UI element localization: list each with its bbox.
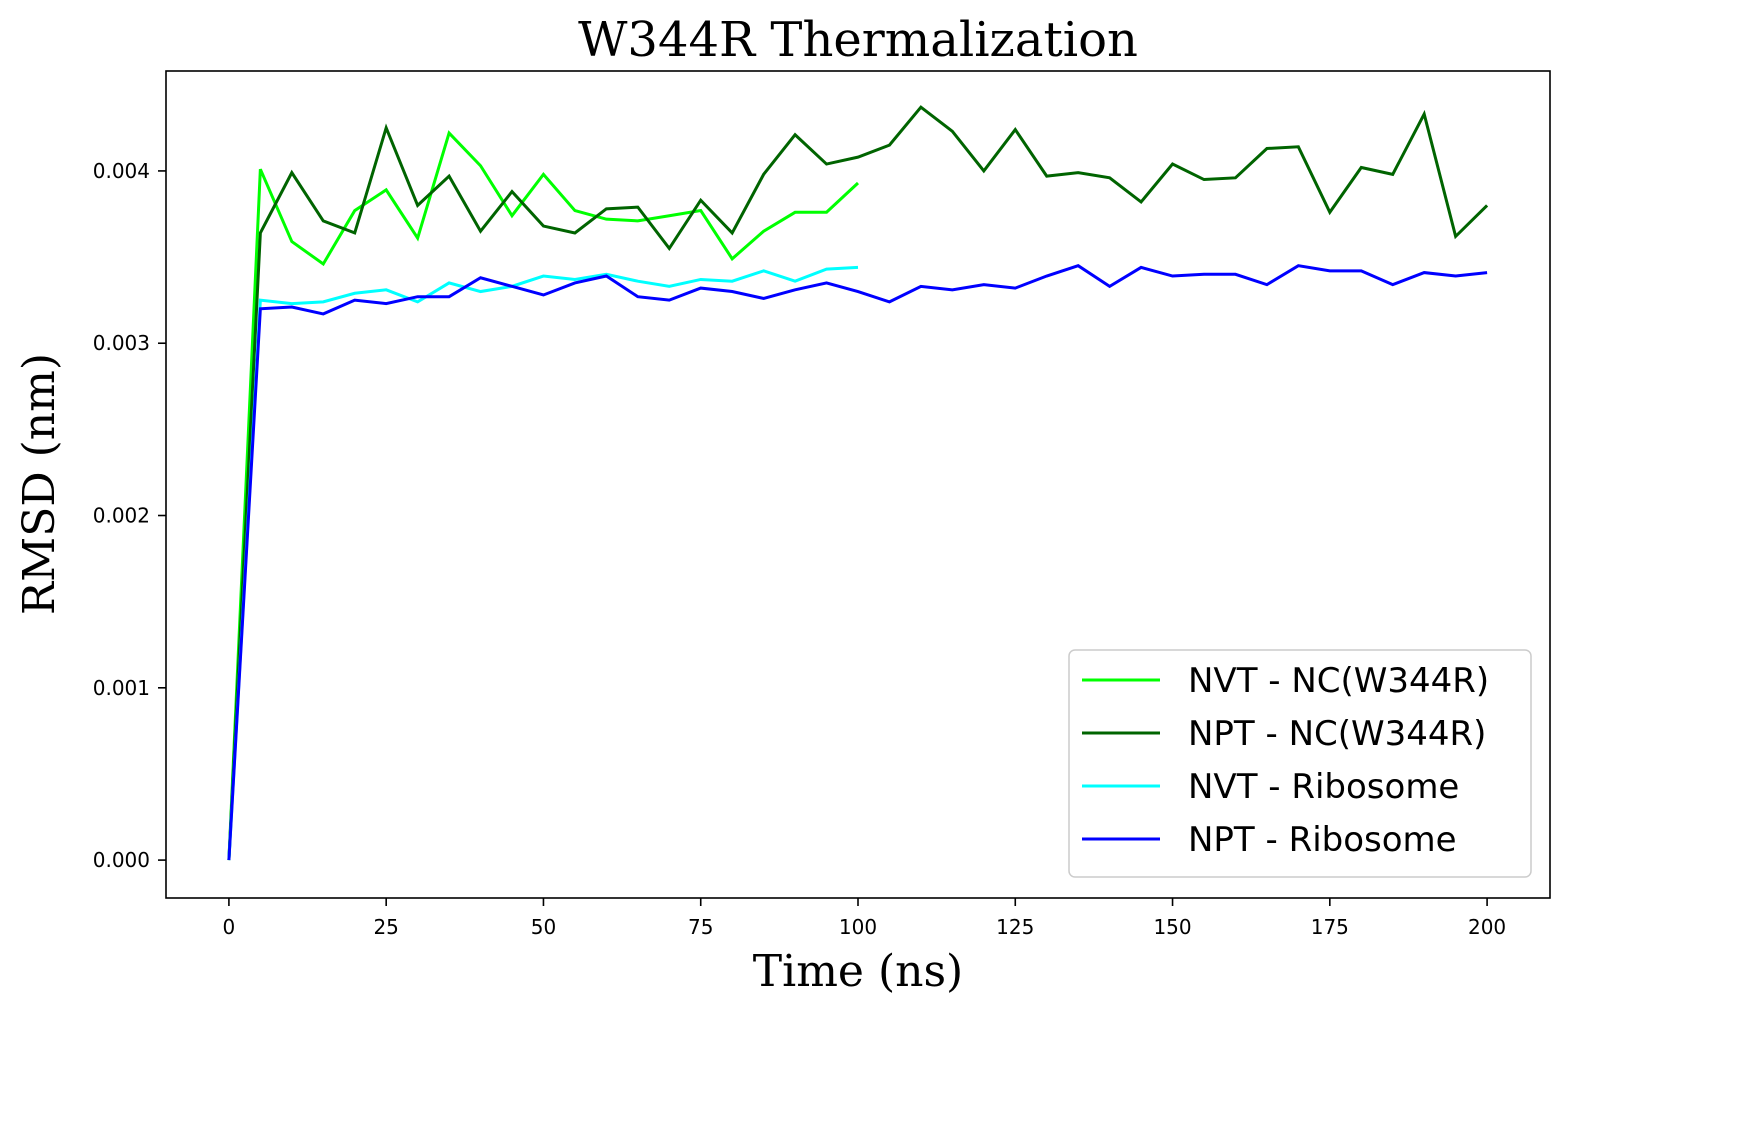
y-axis-label: RMSD (nm) [14, 353, 65, 615]
chart-title: W344R Thermalization [578, 12, 1138, 68]
x-tick-label: 150 [1153, 915, 1191, 939]
legend-label: NVT - NC(W344R) [1188, 661, 1489, 701]
x-tick-label: 100 [839, 915, 877, 939]
legend: NVT - NC(W344R) NPT - NC(W344R) NVT - Ribo… [1068, 649, 1532, 878]
series-line-nvt-nc-w344r [227, 130, 860, 861]
legend-label: NPT - NC(W344R) [1188, 714, 1486, 754]
x-axis-label: Time (ns) [753, 946, 963, 997]
series-line-npt-nc-w344r [227, 105, 1489, 861]
x-tick-label: 200 [1468, 915, 1506, 939]
y-tick-label: 0.000 [93, 848, 150, 872]
x-tick-label: 125 [996, 915, 1034, 939]
x-tick-label: 175 [1311, 915, 1349, 939]
series-line-npt-ribosome [227, 264, 1488, 861]
x-tick-label: 50 [531, 915, 556, 939]
legend-label: NPT - Ribosome [1188, 820, 1457, 860]
plot-frame [165, 70, 1551, 899]
plot-area: 0 25 50 75 100 125 150 175 200 0.000 0.001 0.002 0.0… [93, 105, 1506, 939]
y-tick-label: 0.001 [93, 676, 150, 700]
series-line-nvt-ribosome [227, 265, 859, 861]
y-tick-label: 0.003 [93, 331, 150, 355]
legend-label: NVT - Ribosome [1188, 767, 1459, 807]
legend-box [1068, 649, 1532, 878]
y-tick-label: 0.004 [93, 159, 150, 183]
chart: W344R Thermalization Time (ns) RMSD (nm)… [14, 12, 1551, 997]
x-tick-label: 25 [373, 915, 398, 939]
x-tick-label: 75 [688, 915, 713, 939]
y-tick-label: 0.002 [93, 504, 150, 528]
x-tick-label: 0 [223, 915, 236, 939]
